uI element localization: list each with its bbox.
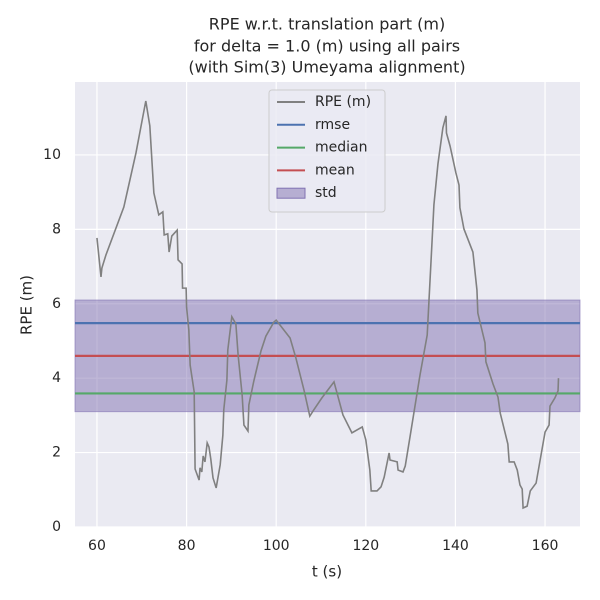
title-line: (with Sim(3) Umeyama alignment) (188, 58, 465, 77)
title-line: for delta = 1.0 (m) using all pairs (194, 37, 460, 56)
y-tick-label: 6 (52, 296, 61, 312)
legend-box (268, 89, 386, 213)
x-tick-label: 160 (532, 538, 559, 554)
legend: RPE (m) rmse median mean std (268, 89, 386, 213)
y-axis-label: RPE (m) (18, 275, 36, 335)
y-tick-label: 4 (52, 370, 61, 386)
y-tick-label: 8 (52, 221, 61, 237)
legend-label: rmse (315, 117, 350, 133)
rpe-line (96, 100, 560, 510)
legend-label: RPE (m) (315, 94, 371, 110)
x-axis-label: t (s) (312, 563, 342, 581)
y-tick-label: 10 (43, 147, 61, 163)
legend-label: median (315, 140, 367, 156)
y-tick-label: 2 (52, 445, 61, 461)
x-tick-label: 140 (442, 538, 469, 554)
x-tick-label: 80 (178, 538, 196, 554)
y-tick-label: 0 (52, 519, 61, 535)
legend-label: std (315, 185, 337, 201)
legend-label: mean (315, 162, 355, 178)
x-tick-label: 120 (352, 538, 379, 554)
legend-swatch (276, 187, 306, 199)
title-line: RPE w.r.t. translation part (m) (209, 15, 445, 34)
x-tick-label: 60 (88, 538, 106, 554)
x-tick-label: 100 (263, 538, 290, 554)
